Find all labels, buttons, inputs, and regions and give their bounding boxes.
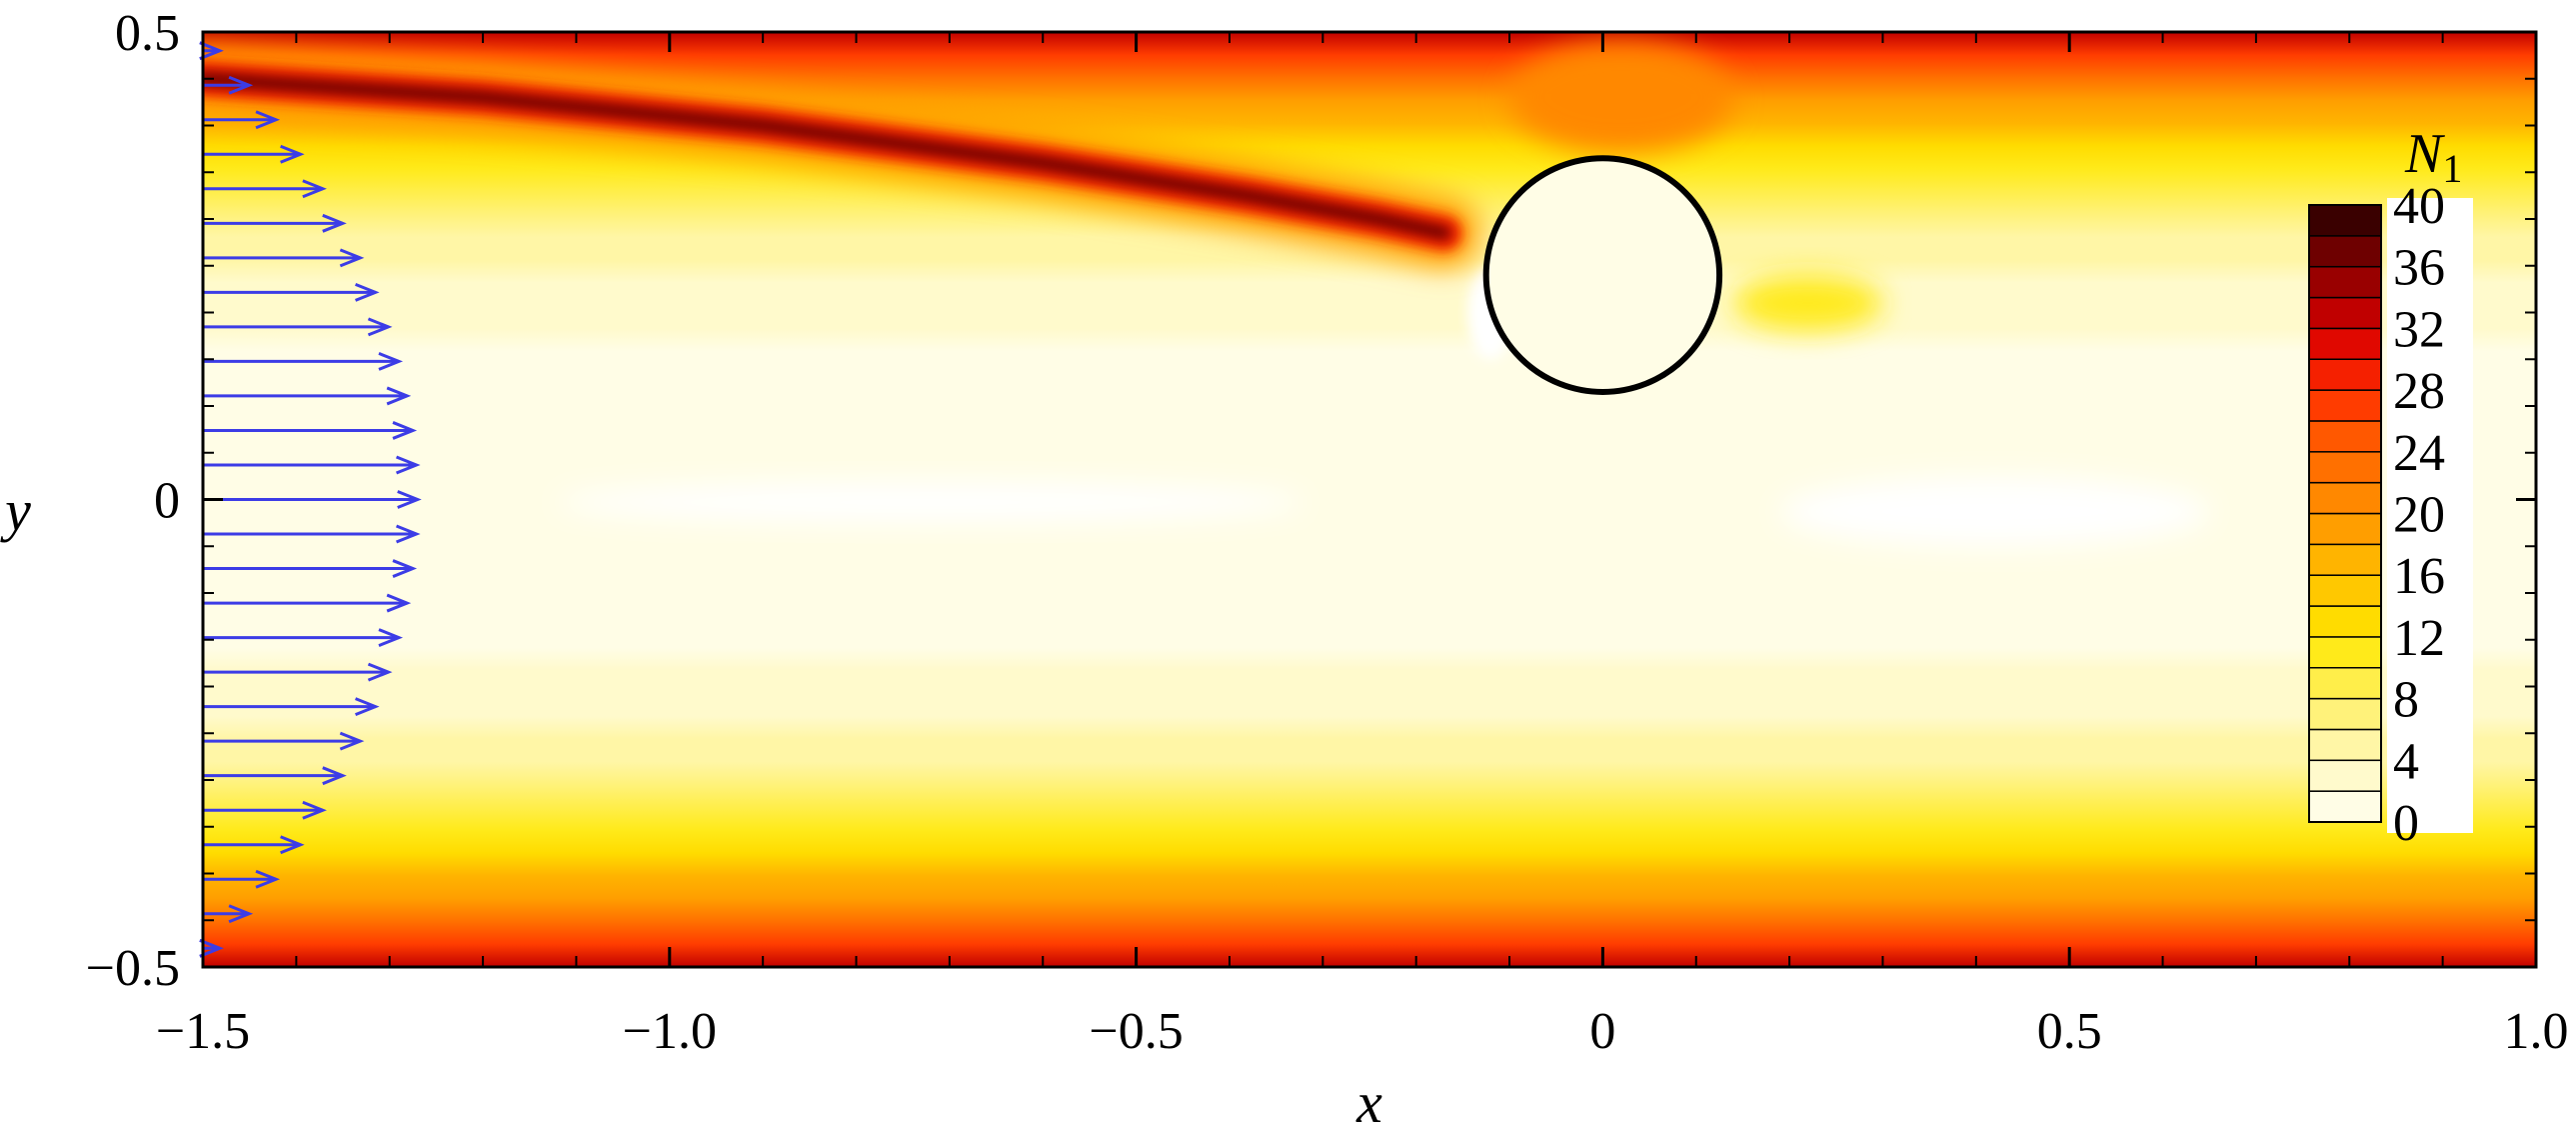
colorbar-band [2308,389,2382,422]
colorbar-tick-label: 32 [2393,301,2445,358]
y-tick-label: 0 [154,473,180,530]
colorbar-frame [2308,204,2382,823]
colorbar-band [2308,759,2382,792]
colorbar-band [2308,697,2382,731]
velocity-arrow-head [378,352,404,371]
colorbar-band [2308,296,2382,330]
colorbar-title-subscript: 1 [2442,146,2462,191]
velocity-arrow-head [228,75,254,95]
colorbar-band [2308,605,2382,638]
colorbar-tick-label: 4 [2393,733,2419,790]
colorbar-band [2308,481,2382,515]
velocity-arrow-head [228,904,254,924]
colorbar-band [2308,728,2382,762]
colorbar-band [2308,265,2382,299]
colorbar-band [2308,574,2382,607]
y-tick-label: 0.5 [115,5,180,62]
colorbar-tick-label: 16 [2393,548,2445,605]
velocity-arrow-head [255,110,281,130]
colorbar-label-background [2387,198,2473,833]
velocity-arrow-head [255,869,281,889]
colorbar-tick-label: 0 [2393,795,2419,852]
velocity-arrow-head [355,282,380,302]
velocity-arrow-head [199,938,224,958]
colorbar-title: N1 [2404,123,2462,191]
colorbar-tick-label: 28 [2393,363,2445,420]
x-tick-label: −1.0 [623,1003,717,1060]
velocity-arrow-head [386,386,412,406]
colorbar-band [2308,327,2382,360]
velocity-arrow-head [355,697,380,717]
velocity-arrow-head [395,455,421,475]
x-tick-label: 0 [1589,1003,1615,1060]
velocity-arrow-head [302,179,327,199]
y-axis-label: y [0,478,31,543]
cylinder-boundary [1482,155,1723,395]
colorbar-band [2308,204,2382,237]
velocity-arrow-head [367,662,393,682]
colorbar-title-symbol: N [2404,123,2445,185]
colorbar-band [2308,543,2382,576]
colorbar-band [2308,451,2382,484]
x-tick-label: −0.5 [1089,1003,1183,1060]
colorbar-tick-label: 24 [2393,425,2445,482]
colorbar-band [2308,235,2382,268]
shear-layer-core [203,71,1451,241]
velocity-arrow-head [199,41,224,61]
colorbar-tick-label: 12 [2393,610,2445,667]
velocity-arrow-head [280,144,305,164]
colorbar-band [2308,636,2382,669]
velocity-arrow-head [378,628,404,647]
x-tick-label: −1.5 [156,1003,250,1060]
velocity-arrow-head [280,835,305,855]
inlet-velocity-profile [199,41,422,958]
colorbar-tick-label: 8 [2393,672,2419,729]
velocity-arrow-head [395,524,421,544]
x-axis-label: x [1355,1070,1382,1135]
x-axis-ticks: −1.5 −1.0 −0.5 0 0.5 1.0 [156,32,2569,1060]
velocity-arrow-head [322,766,347,786]
y-axis-ticks: −0.5 0 0.5 [86,5,2536,997]
velocity-arrow-head [392,559,418,578]
upstream-low-region [557,481,1304,523]
colorbar-tick-label: 40 [2393,178,2445,235]
colorbar-tick-label: 36 [2393,240,2445,297]
downstream-lobe [1733,275,1883,332]
velocity-arrow-head [397,490,422,509]
colorbar-band [2308,358,2382,391]
colorbar-band [2308,667,2382,700]
y-tick-label: −0.5 [86,940,180,997]
contour-field [203,32,2536,967]
velocity-arrow-head [302,800,327,820]
x-tick-label: 0.5 [2037,1003,2102,1060]
colorbar-band [2308,420,2382,453]
velocity-arrow-head [339,248,365,268]
velocity-arrow-head [367,317,393,337]
velocity-arrow-head [392,421,418,440]
velocity-arrow-head [322,213,347,233]
x-tick-label: 1.0 [2504,1003,2569,1060]
gap-high-region [1509,41,1734,154]
wake-low-region [1779,477,2210,547]
colorbar-tick-label: 20 [2393,487,2445,544]
colorbar-band [2308,790,2382,823]
velocity-arrow-head [339,731,365,751]
velocity-arrow-head [386,593,412,613]
colorbar-band [2308,512,2382,546]
